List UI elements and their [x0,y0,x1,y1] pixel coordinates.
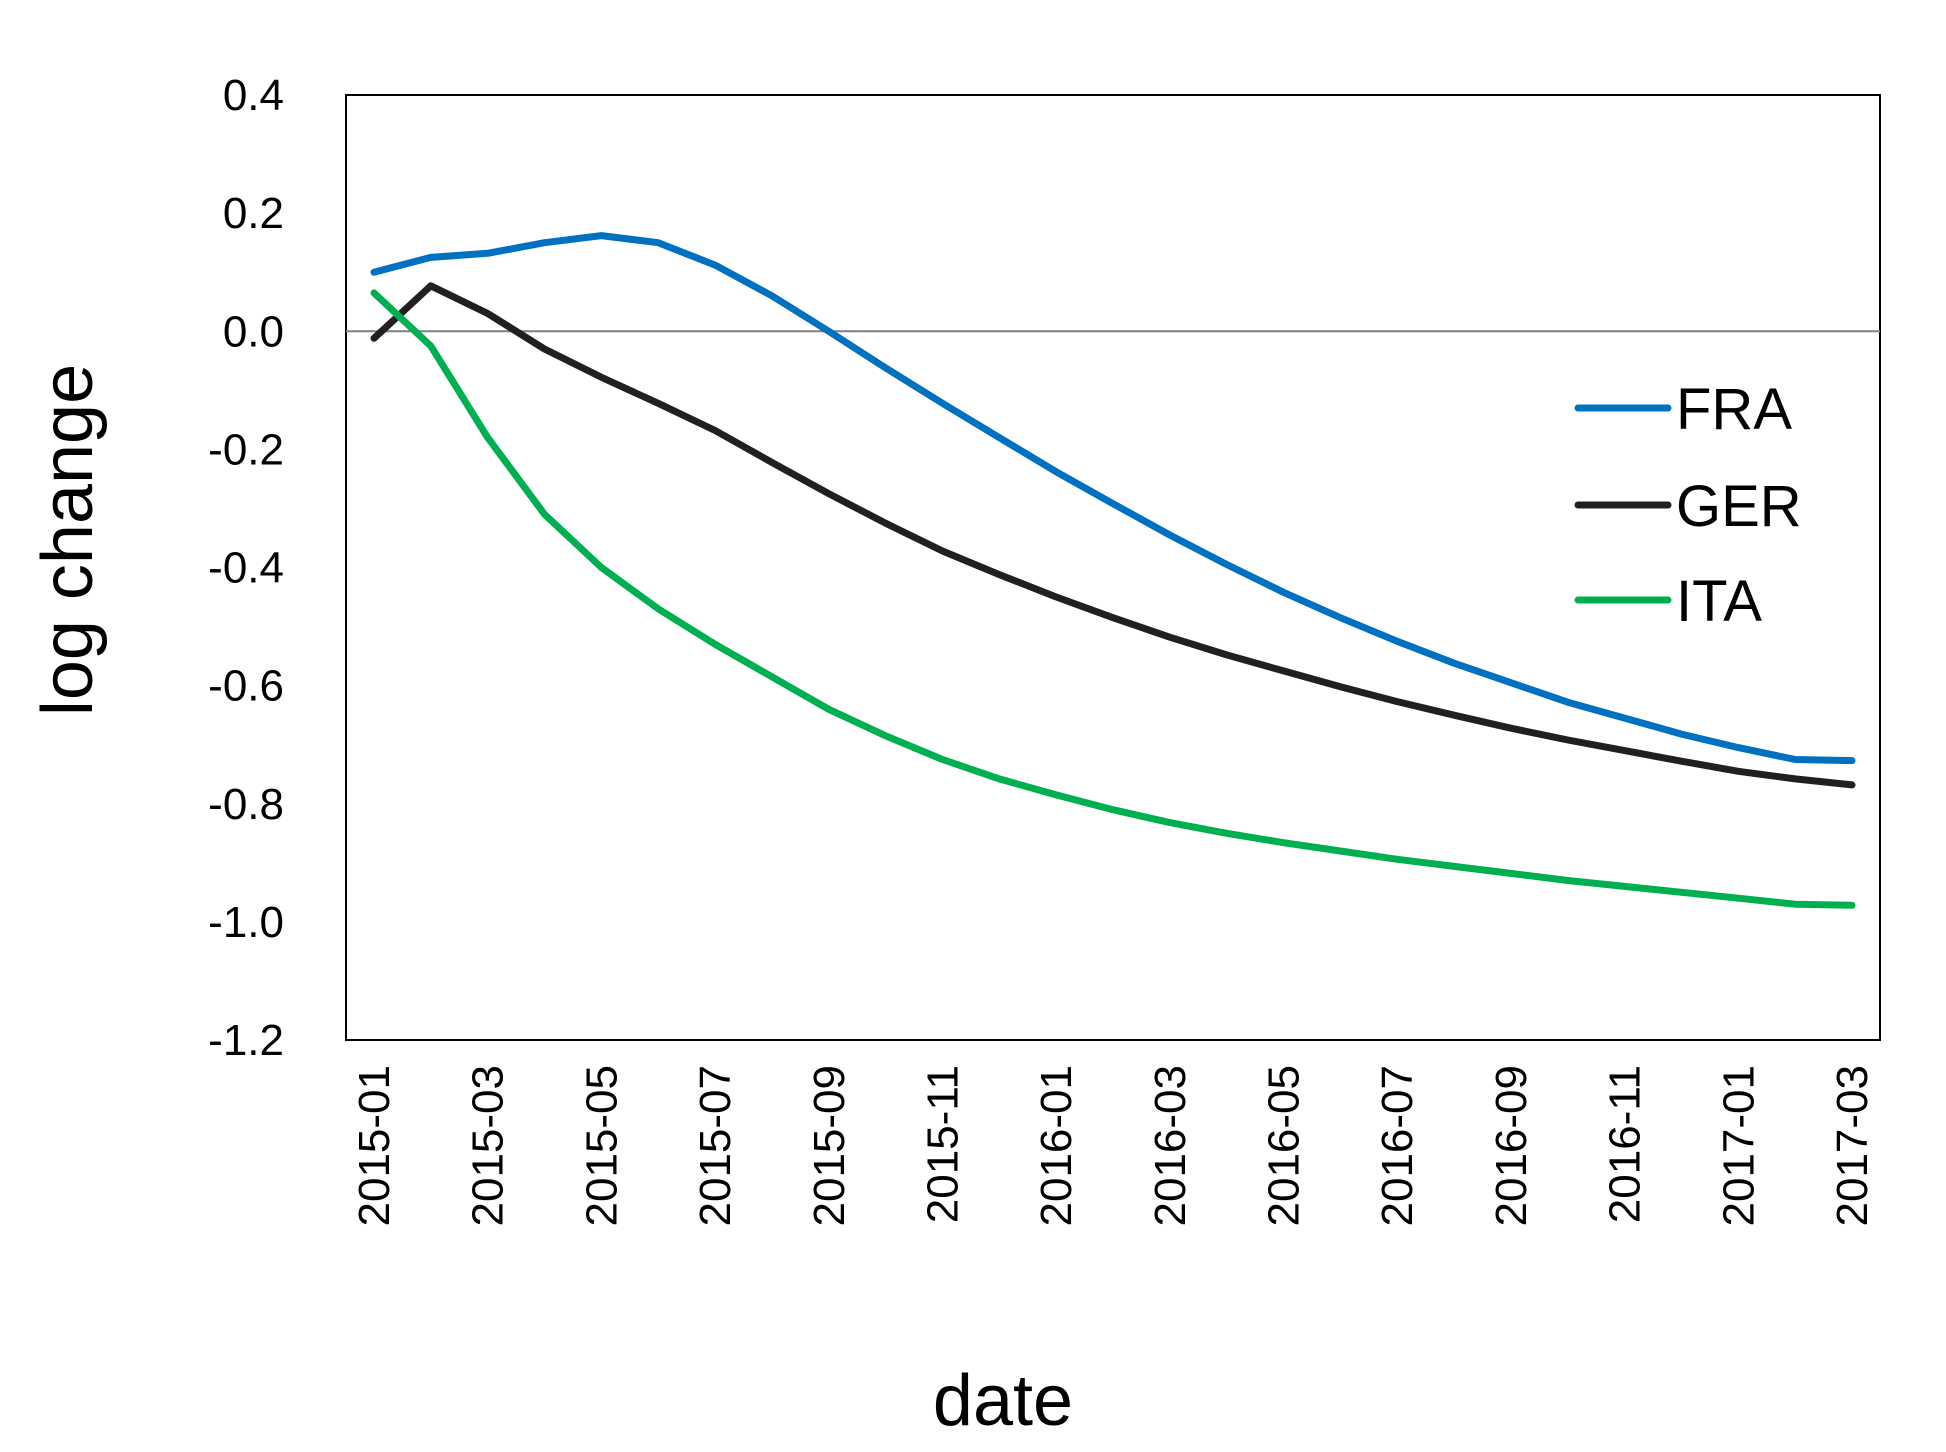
y-tick-label: -1.2 [208,1016,284,1065]
y-tick-label: -0.4 [208,544,284,593]
legend-label: GER [1676,474,1802,539]
x-tick-label: 2015-01 [350,1065,399,1226]
legend-entry-ger: GER [1574,474,1802,539]
legend-entry-fra: FRA [1574,377,1792,442]
x-tick-label: 2015-11 [918,1065,967,1223]
x-tick-label: 2016-07 [1373,1065,1422,1226]
x-tick-label: 2016-03 [1146,1065,1195,1226]
x-tick-label: 2015-09 [805,1065,854,1226]
x-tick-label: 2017-03 [1828,1065,1877,1226]
legend-label: FRA [1676,377,1792,442]
x-tick-label: 2016-01 [1032,1065,1081,1226]
x-tick-label: 2016-05 [1260,1065,1309,1226]
y-axis-title: log change [28,364,108,716]
y-tick-label: 0.4 [223,71,284,120]
series-line-fra [370,232,1856,765]
series-line-ger [370,282,1856,789]
x-tick-label: 2017-01 [1714,1065,1763,1226]
x-tick-label: 2016-11 [1601,1065,1650,1223]
legend-label: ITA [1676,569,1762,634]
series-line-ita [370,289,1856,909]
y-tick-label: -0.6 [208,662,284,711]
y-tick-label: -0.2 [208,425,284,474]
x-axis-title: date [933,1361,1073,1441]
x-tick-label: 2015-03 [464,1065,513,1226]
x-tick-label: 2015-07 [691,1065,740,1226]
y-tick-label: 0.2 [223,189,284,238]
y-tick-label: -1.0 [208,898,284,947]
x-tick-label: 2015-05 [577,1065,626,1226]
x-tick-label: 2016-09 [1487,1065,1536,1226]
y-tick-label: -0.8 [208,780,284,829]
legend-entry-ita: ITA [1574,569,1762,634]
y-tick-label: 0.0 [223,307,284,356]
